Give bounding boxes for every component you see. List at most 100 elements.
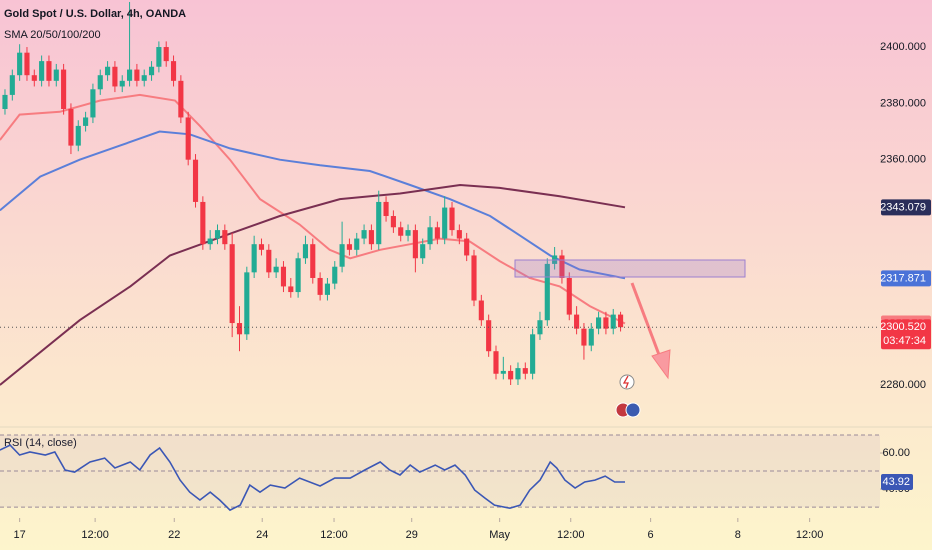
price-label: 2343.079 [880,201,926,213]
y-tick-label: 2360.000 [880,154,926,166]
candle-body [434,227,440,239]
candle-body [295,258,301,293]
candle-body [530,334,536,374]
candle-body [163,47,169,62]
candle-body [61,69,67,109]
candle-body [68,108,74,146]
candle-body [280,266,287,287]
x-tick-label: 12:00 [557,529,585,541]
candle-body [390,216,396,228]
candle-body [2,94,8,109]
candle-body [493,351,499,374]
candle-body [53,69,59,81]
candle-body [222,230,228,245]
candle-body [310,244,316,278]
candle-body [368,230,374,245]
candle-body [24,52,30,76]
candle-body [486,320,492,352]
candle-body [383,201,389,217]
candle-body [449,207,455,231]
candle-body [603,317,609,329]
chart-title: Gold Spot / U.S. Dollar, 4h, OANDA [4,8,186,20]
candle-body [508,370,514,380]
candle-body [405,230,411,236]
price-label-box [881,199,931,216]
candle-body [610,314,616,329]
candle-body [581,328,587,346]
x-tick-label: 6 [648,529,654,541]
candle-body [83,117,89,126]
sma-line [0,93,626,325]
candle-body [420,244,426,259]
candle-body [134,69,140,81]
candle-body [112,66,118,87]
candle-body [346,244,352,250]
candle-body [90,89,96,118]
candle-body [456,230,462,239]
candle-body [273,266,279,273]
rsi-last-label: 43.92 [882,476,910,488]
candle-body [339,244,345,267]
x-tick-label: 12:00 [320,529,348,541]
candle-body [471,255,477,301]
sma-line [0,183,626,386]
candle-body [17,52,23,76]
candle-body [500,370,506,374]
candle-body [236,323,243,335]
candle-body [398,227,404,236]
candle-body [588,328,594,346]
price-label: 2317.871 [880,272,926,284]
x-tick-label: 29 [406,529,418,541]
x-tick-label: 22 [168,529,180,541]
candle-body [544,263,550,321]
rsi-tick-label: 60.00 [882,447,910,459]
candle-body [442,207,448,239]
flag-icon[interactable] [625,402,641,418]
candle-body [105,66,111,76]
rsi-last-box [881,474,913,491]
candle-body [207,238,213,245]
candle-body [46,61,52,81]
lightning-icon [622,375,629,389]
x-tick-label: 12:00 [81,529,109,541]
candle-body [324,283,330,295]
candle-body [361,230,367,239]
candle-body [170,61,177,81]
candle-body [39,61,45,81]
price-label-box [881,270,931,287]
candle-body [559,255,565,278]
candle-body [258,244,265,250]
rsi-band [0,435,880,508]
y-tick-label: 2400.000 [880,41,926,53]
candle-body [31,75,37,81]
candle-body [522,368,528,374]
y-tick-label: 2380.000 [880,97,926,109]
candle-body [148,66,155,76]
candle-body [354,238,360,250]
candle-body [302,244,309,259]
rsi-line [0,444,625,512]
candle-body [127,69,133,81]
candle-body [515,368,521,380]
x-tick-label: 8 [735,529,741,541]
candle-body [185,117,191,160]
rsi-title: RSI (14, close) [4,437,77,449]
price-pane [0,1,626,386]
candle-body [464,238,470,256]
candle-body [537,320,543,335]
x-tick-label: 12:00 [796,529,824,541]
sma-line [0,130,626,280]
candle-body [574,314,580,329]
candle-body [119,80,125,87]
zone-box [514,259,746,278]
candle-body [97,75,103,90]
countdown: 03:47:34 [883,335,926,347]
event-icon[interactable] [619,374,635,390]
arrow-shaft [630,282,663,361]
last-price-label: 2300.520 [880,321,926,333]
indicator-legend: SMA 20/50/100/200 [4,29,101,41]
candle-body [251,244,257,273]
x-tick-label: 17 [14,529,26,541]
